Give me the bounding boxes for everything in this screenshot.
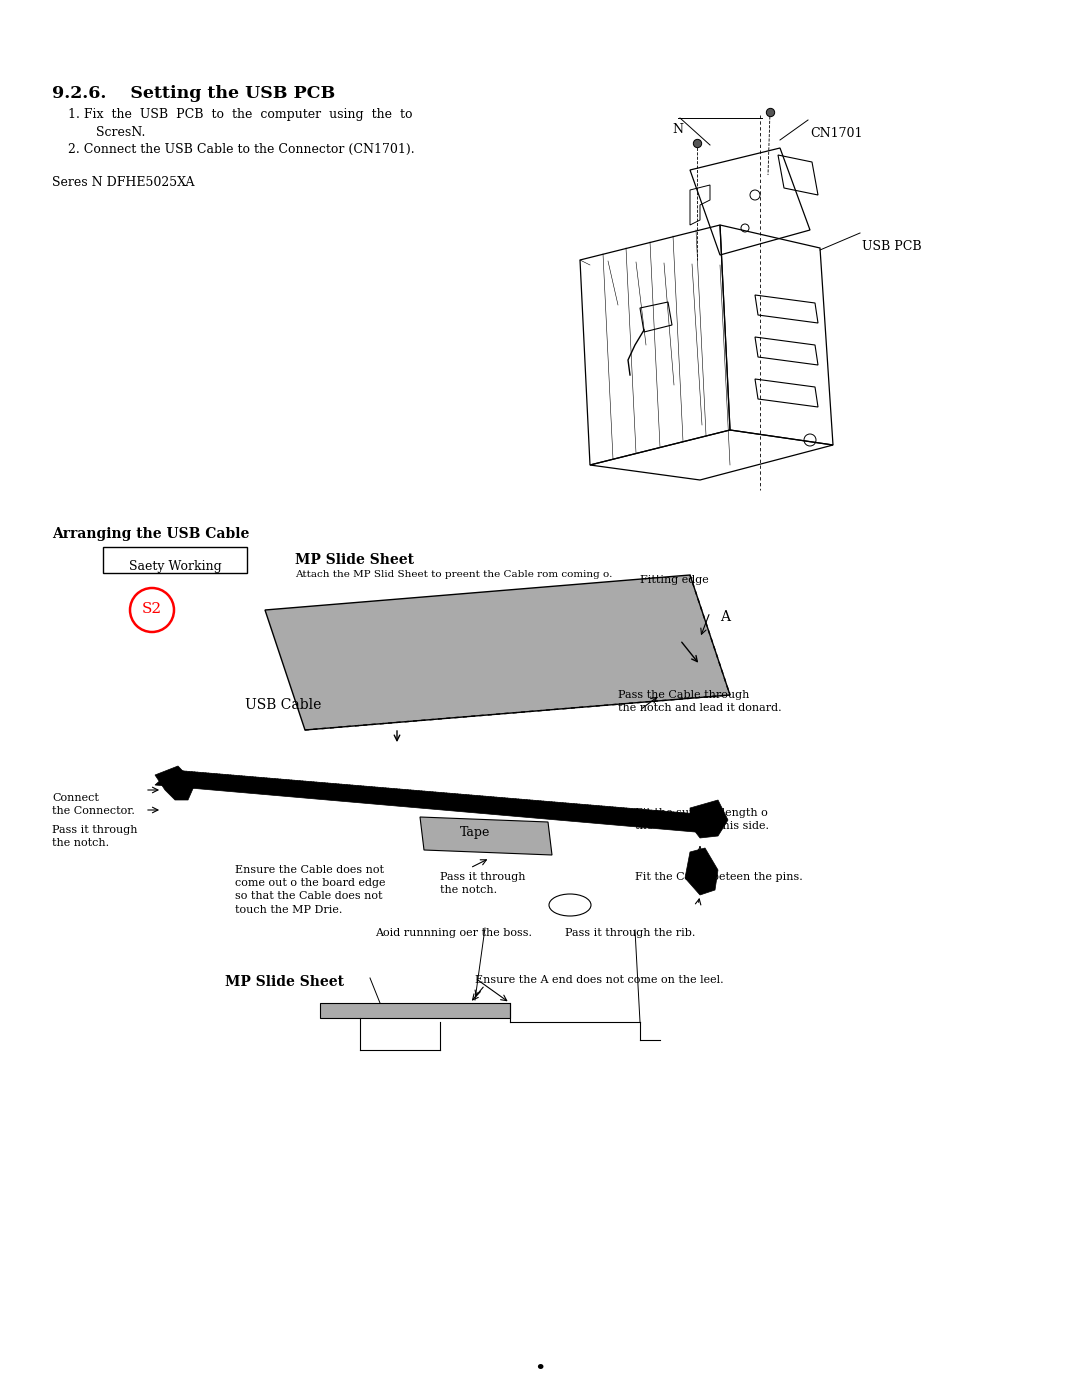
Polygon shape [420, 817, 552, 855]
Text: Tape: Tape [460, 826, 490, 840]
Text: Pass it through the rib.: Pass it through the rib. [565, 928, 696, 937]
Text: Saety Working: Saety Working [129, 560, 221, 573]
Text: Pass it through
the notch.: Pass it through the notch. [52, 826, 137, 848]
Polygon shape [320, 1003, 510, 1018]
Text: Pass it through
the notch.: Pass it through the notch. [440, 872, 526, 895]
Text: Connect
the Connector.: Connect the Connector. [52, 793, 135, 816]
Text: Attach the MP Slid Sheet to preent the Cable rom coming o.: Attach the MP Slid Sheet to preent the C… [295, 570, 612, 578]
Polygon shape [690, 800, 728, 838]
Text: MP Slide Sheet: MP Slide Sheet [295, 553, 414, 567]
Text: Fitting edge: Fitting edge [640, 576, 708, 585]
Text: Fit the Cable beteen the pins.: Fit the Cable beteen the pins. [635, 872, 802, 882]
Text: USB Cable: USB Cable [245, 698, 322, 712]
Text: USB PCB: USB PCB [862, 240, 921, 253]
Text: Seres N DFHE5025XA: Seres N DFHE5025XA [52, 176, 194, 189]
Text: Pass the Cable through
the notch and lead it donard.: Pass the Cable through the notch and lea… [618, 690, 782, 714]
Text: N: N [672, 123, 683, 136]
Text: 9.2.6.    Setting the USB PCB: 9.2.6. Setting the USB PCB [52, 85, 335, 102]
Text: 1. Fix  the  USB  PCB  to  the  computer  using  the  to
       ScresN.: 1. Fix the USB PCB to the computer using… [68, 108, 413, 138]
Polygon shape [265, 576, 730, 731]
Text: CN1701: CN1701 [810, 127, 863, 140]
Text: Fit the surplus length o
the Cable into this side.: Fit the surplus length o the Cable into … [635, 807, 769, 831]
Text: Arranging the USB Cable: Arranging the USB Cable [52, 527, 249, 541]
Text: MP Slide Sheet: MP Slide Sheet [225, 975, 345, 989]
Text: Aoid runnning oer the boss.: Aoid runnning oer the boss. [375, 928, 532, 937]
Text: Ensure the Cable does not
come out o the board edge
so that the Cable does not
t: Ensure the Cable does not come out o the… [235, 865, 386, 915]
Text: S2: S2 [141, 602, 162, 616]
Text: •: • [535, 1361, 545, 1377]
Text: Ensure the A end does not come on the leel.: Ensure the A end does not come on the le… [475, 975, 724, 985]
Polygon shape [685, 848, 718, 895]
Polygon shape [156, 766, 195, 800]
Text: 2. Connect the USB Cable to the Connector (CN1701).: 2. Connect the USB Cable to the Connecto… [68, 142, 415, 156]
Polygon shape [156, 770, 710, 833]
Text: A: A [720, 610, 730, 624]
